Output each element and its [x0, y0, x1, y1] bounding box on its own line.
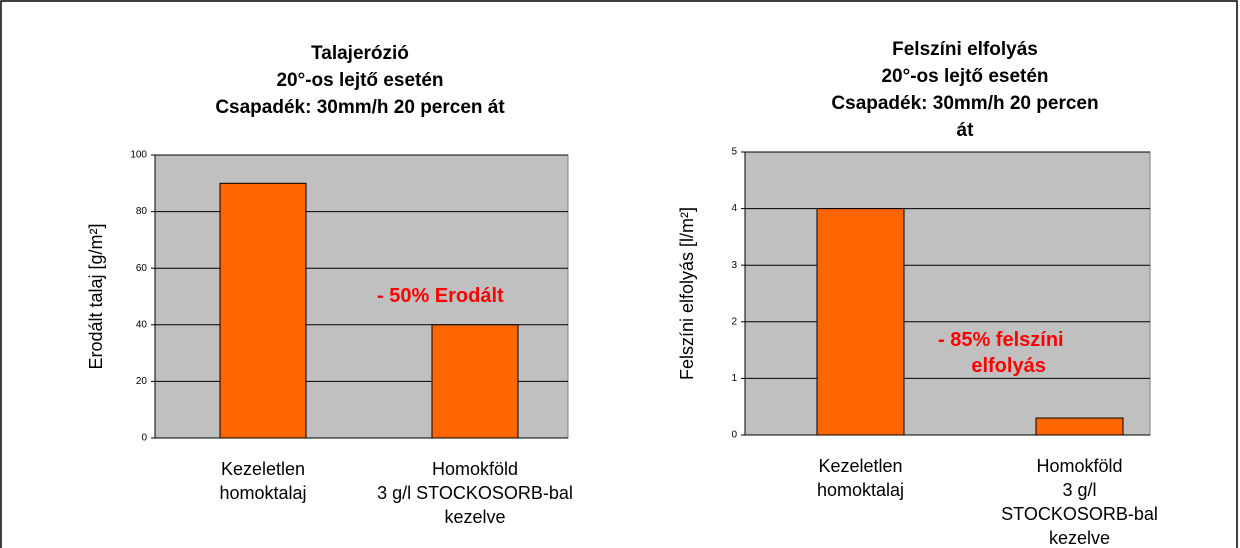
y-axis-label: Felszíni elfolyás [l/m²]	[677, 207, 697, 380]
x-tick-label: Homokföld 3 g/l STOCKOSORB-bal kezelve	[1001, 456, 1158, 548]
y-tick-label: 20	[136, 376, 148, 387]
annotation: - 85% felszíni elfolyás	[938, 329, 1064, 377]
bar	[816, 208, 905, 436]
chart-title: Felszíni elfolyás 20°-os lejtő esetén Cs…	[831, 39, 1099, 141]
x-tick-label: Kezeletlen homoktalaj	[816, 456, 905, 500]
y-tick-label: 3	[731, 260, 737, 271]
y-tick-label: 4	[731, 203, 737, 214]
bar	[219, 182, 307, 439]
y-tick-label: 2	[731, 316, 737, 327]
chart-title: Talajerózió 20°-os lejtő esetén Csapadék…	[215, 43, 505, 118]
annotation: - 50% Erodált	[377, 285, 504, 307]
bar	[1035, 417, 1124, 436]
y-tick-label: 80	[136, 206, 148, 217]
y-axis-label: Erodált talaj [g/m²]	[86, 223, 106, 369]
y-tick-label: 40	[136, 319, 148, 330]
y-tick-label: 100	[130, 150, 147, 161]
x-tick-label: Homokföld 3 g/l STOCKOSORB-bal kezelve	[377, 459, 573, 527]
y-tick-label: 0	[731, 430, 737, 441]
plot-area	[744, 151, 1151, 436]
y-tick-label: 1	[731, 373, 737, 384]
y-tick-label: 5	[731, 147, 737, 158]
y-tick-label: 0	[141, 433, 147, 444]
bar	[431, 324, 519, 439]
y-tick-label: 60	[136, 263, 148, 274]
x-tick-label: Kezeletlen homoktalaj	[219, 459, 307, 503]
